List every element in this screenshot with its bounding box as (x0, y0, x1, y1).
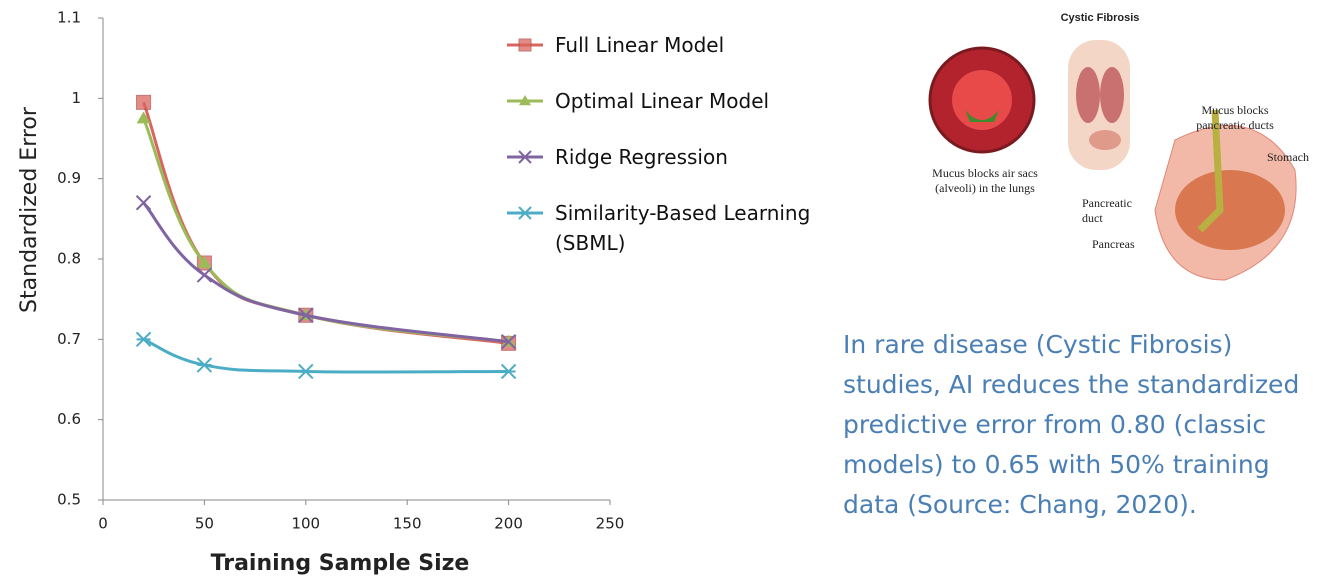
x-tick-label: 250 (596, 515, 625, 533)
y-tick-label: 0.7 (57, 330, 81, 348)
y-tick-label: 0.9 (57, 169, 81, 187)
marker (136, 111, 151, 124)
marker (518, 38, 532, 52)
y-tick-label: 0.6 (57, 410, 81, 428)
marker (197, 256, 212, 268)
marker (518, 150, 532, 164)
legend: Full Linear Model Optimal Linear Model Rid… (505, 30, 885, 284)
marker (519, 95, 531, 106)
legend-item: Ridge Regression (505, 142, 885, 172)
x-tick-label: 150 (393, 515, 422, 533)
alveoli-inner (952, 70, 1012, 130)
legend-swatch (507, 206, 543, 220)
line (142, 117, 509, 344)
legend-swatch (507, 150, 543, 164)
series (136, 111, 516, 347)
illustration-label: Mucus blocks pancreatic ducts (1196, 103, 1274, 132)
x-axis-label: Training Sample Size (211, 551, 470, 576)
line (142, 201, 509, 344)
y-axis-label: Standardized Error (17, 106, 42, 313)
x-tick-label: 0 (98, 515, 108, 533)
illustration-label: Mucus blocks air sacs (alveoli) in the l… (932, 166, 1038, 195)
illustration-label: Pancreas (1092, 237, 1135, 251)
illustration-label: Pancreatic duct (1082, 196, 1132, 225)
marker (298, 363, 314, 380)
marker (500, 334, 517, 350)
illustration-title: Cystic Fibrosis (1061, 12, 1140, 24)
lung (1100, 67, 1124, 123)
caption: In rare disease (Cystic Fibrosis) studie… (843, 330, 1300, 519)
x-tick-label: 100 (291, 515, 320, 533)
legend-swatch (507, 95, 543, 106)
line (142, 337, 509, 374)
legend-label: Optimal Linear Model (555, 89, 770, 113)
illustration: Cystic Fibrosis (928, 12, 1297, 281)
y-tick-label: 0.5 (57, 491, 81, 509)
duct (1197, 109, 1224, 233)
illustration-label: Stomach (1267, 150, 1309, 164)
x-tick-label: 50 (195, 515, 214, 533)
series (135, 331, 517, 380)
marker (136, 94, 152, 110)
series (136, 94, 517, 351)
lung (1076, 67, 1100, 123)
line (142, 101, 509, 345)
chart: Training Sample Size Standardized Error … (17, 9, 625, 577)
series (135, 195, 517, 350)
marker (135, 331, 152, 348)
legend-swatch (507, 38, 543, 52)
marker (518, 206, 532, 220)
legend-item: Full Linear Model (505, 30, 885, 60)
x-tick-label: 200 (494, 515, 523, 533)
y-tick-label: 1.1 (57, 9, 81, 27)
marker (196, 267, 213, 283)
y-tick-label: 0.8 (57, 250, 81, 268)
legend-item: Optimal Linear Model (505, 86, 885, 116)
marker (196, 357, 213, 373)
legend-label: Similarity-Based Learning (SBML) (555, 201, 811, 255)
legend-item: Similarity-Based Learning (SBML) (505, 198, 885, 258)
mucus (965, 110, 999, 122)
legend-label: Full Linear Model (555, 33, 725, 57)
marker (500, 363, 517, 380)
marker (135, 195, 152, 211)
stomach-small (1089, 130, 1121, 150)
legend-label: Ridge Regression (555, 145, 728, 169)
marker (298, 307, 314, 323)
pancreas (1175, 170, 1285, 250)
y-tick-label: 1 (71, 89, 81, 107)
